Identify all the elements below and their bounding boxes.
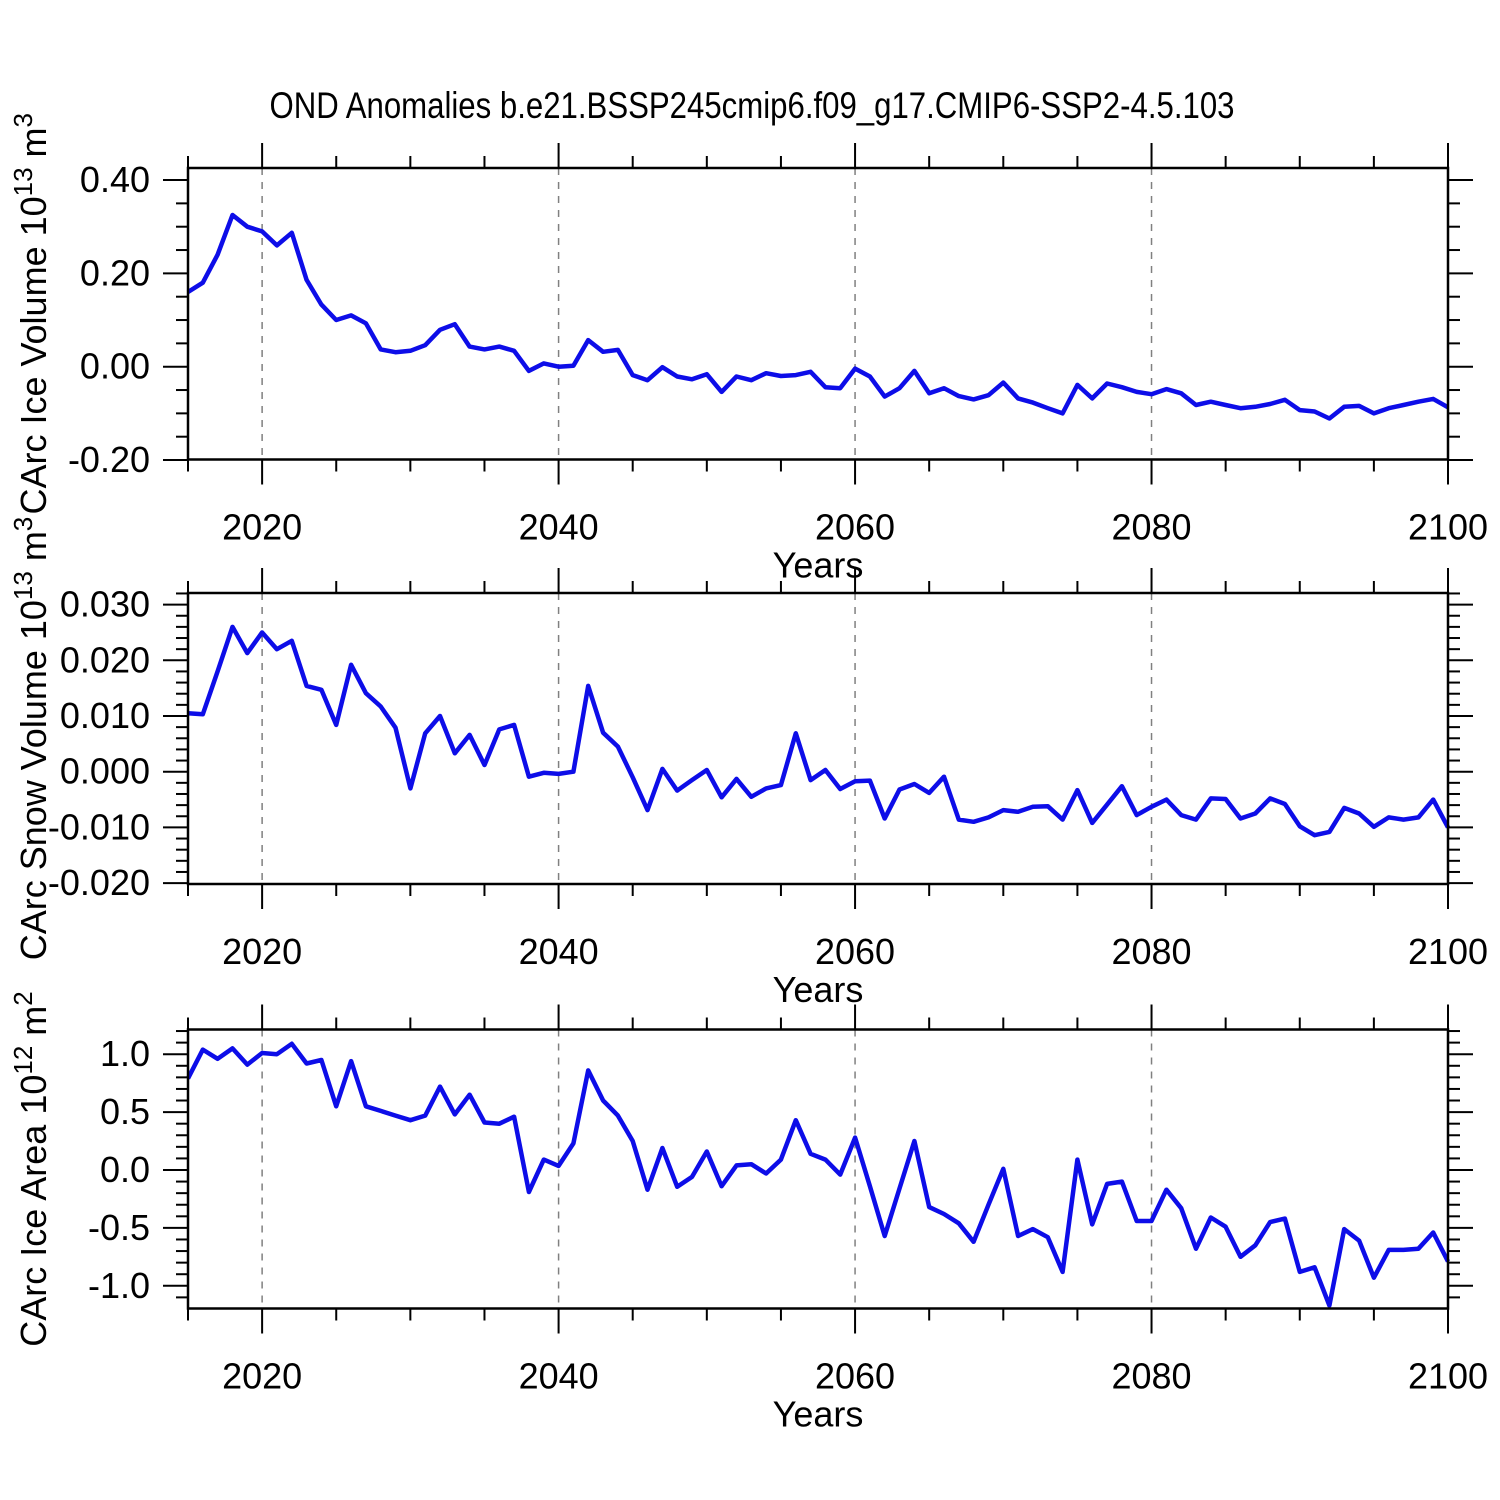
x-tick-label-2040: 2040 bbox=[519, 1356, 599, 1397]
x-tick-label-2040: 2040 bbox=[519, 931, 599, 972]
y-tick-label: -0.020 bbox=[48, 862, 150, 903]
y-tick-label: -0.20 bbox=[68, 439, 150, 480]
series-line-snow-volume bbox=[187, 624, 1450, 838]
y-axis-title-snow-volume: CArc Snow Volume 1013 m3 bbox=[8, 517, 54, 961]
panel-snow-volume: 2020 2040 2060 2080 2100 Years 0.030 0.020 0.010… bbox=[8, 517, 1488, 1010]
x-tick-label-2020: 2020 bbox=[222, 507, 302, 548]
x-tick-label-2020: 2020 bbox=[222, 931, 302, 972]
x-tick-label-2100: 2100 bbox=[1408, 1356, 1488, 1397]
y-axis-title-ice-area: CArc Ice Area 1012 m2 bbox=[8, 991, 54, 1347]
y-tick-label: 0.000 bbox=[60, 751, 150, 792]
y-tick-label: -0.010 bbox=[48, 806, 150, 847]
x-tick-label-2080: 2080 bbox=[1112, 507, 1192, 548]
y-tick-label: 0.20 bbox=[80, 252, 150, 293]
plot-frame bbox=[186, 166, 1450, 461]
x-ticks bbox=[187, 1004, 1449, 1334]
y-tick-label: 1.0 bbox=[100, 1033, 150, 1074]
y-tick-label: 0.40 bbox=[80, 159, 150, 200]
x-tick-label-2020: 2020 bbox=[222, 1356, 302, 1397]
plot-frame bbox=[186, 1028, 1450, 1310]
gridlines bbox=[261, 168, 1153, 460]
x-tick-label-2060: 2060 bbox=[815, 1356, 895, 1397]
y-tick-label: 0.0 bbox=[100, 1149, 150, 1190]
x-tick-label-2080: 2080 bbox=[1112, 1356, 1192, 1397]
series-line-ice-volume bbox=[186, 212, 1450, 421]
y-tick-label: 0.020 bbox=[60, 639, 150, 680]
y-tick-label: 0.010 bbox=[60, 695, 150, 736]
x-tick-label-2100: 2100 bbox=[1408, 931, 1488, 972]
x-tick-label-2080: 2080 bbox=[1112, 931, 1192, 972]
x-tick-label-2060: 2060 bbox=[815, 931, 895, 972]
series-line-ice-area bbox=[185, 1041, 1451, 1308]
chart-title: OND Anomalies b.e21.BSSP245cmip6.f09_g17… bbox=[270, 85, 1235, 126]
y-ticks bbox=[163, 1030, 1473, 1299]
x-ticks bbox=[187, 568, 1449, 909]
gridlines bbox=[261, 593, 1153, 884]
panel-ice-volume: 2020 2040 2060 2080 2100 Years 0.40 0.20 0.00 -0.… bbox=[8, 113, 1488, 586]
x-axis-title: Years bbox=[773, 1394, 864, 1435]
x-ticks bbox=[187, 143, 1449, 485]
y-ticks bbox=[163, 179, 1473, 462]
y-axis-title-ice-volume: CArc Ice Volume 1013 m3 bbox=[8, 113, 54, 515]
y-tick-label: 0.5 bbox=[100, 1091, 150, 1132]
y-tick-label: -0.5 bbox=[88, 1207, 150, 1248]
gridlines bbox=[261, 1029, 1153, 1309]
panel-ice-area: 2020 2040 2060 2080 2100 Years 1.0 0.5 0.0 -0.5 -1… bbox=[8, 991, 1488, 1434]
x-tick-label-2060: 2060 bbox=[815, 507, 895, 548]
plot-frame bbox=[186, 591, 1450, 886]
y-ticks bbox=[163, 592, 1473, 885]
x-axis-title: Years bbox=[773, 545, 864, 586]
y-tick-label: 0.00 bbox=[80, 346, 150, 387]
x-tick-label-2040: 2040 bbox=[519, 507, 599, 548]
x-tick-label-2100: 2100 bbox=[1408, 507, 1488, 548]
y-tick-label: 0.030 bbox=[60, 584, 150, 625]
x-axis-title: Years bbox=[773, 969, 864, 1010]
y-tick-label: -1.0 bbox=[88, 1265, 150, 1306]
